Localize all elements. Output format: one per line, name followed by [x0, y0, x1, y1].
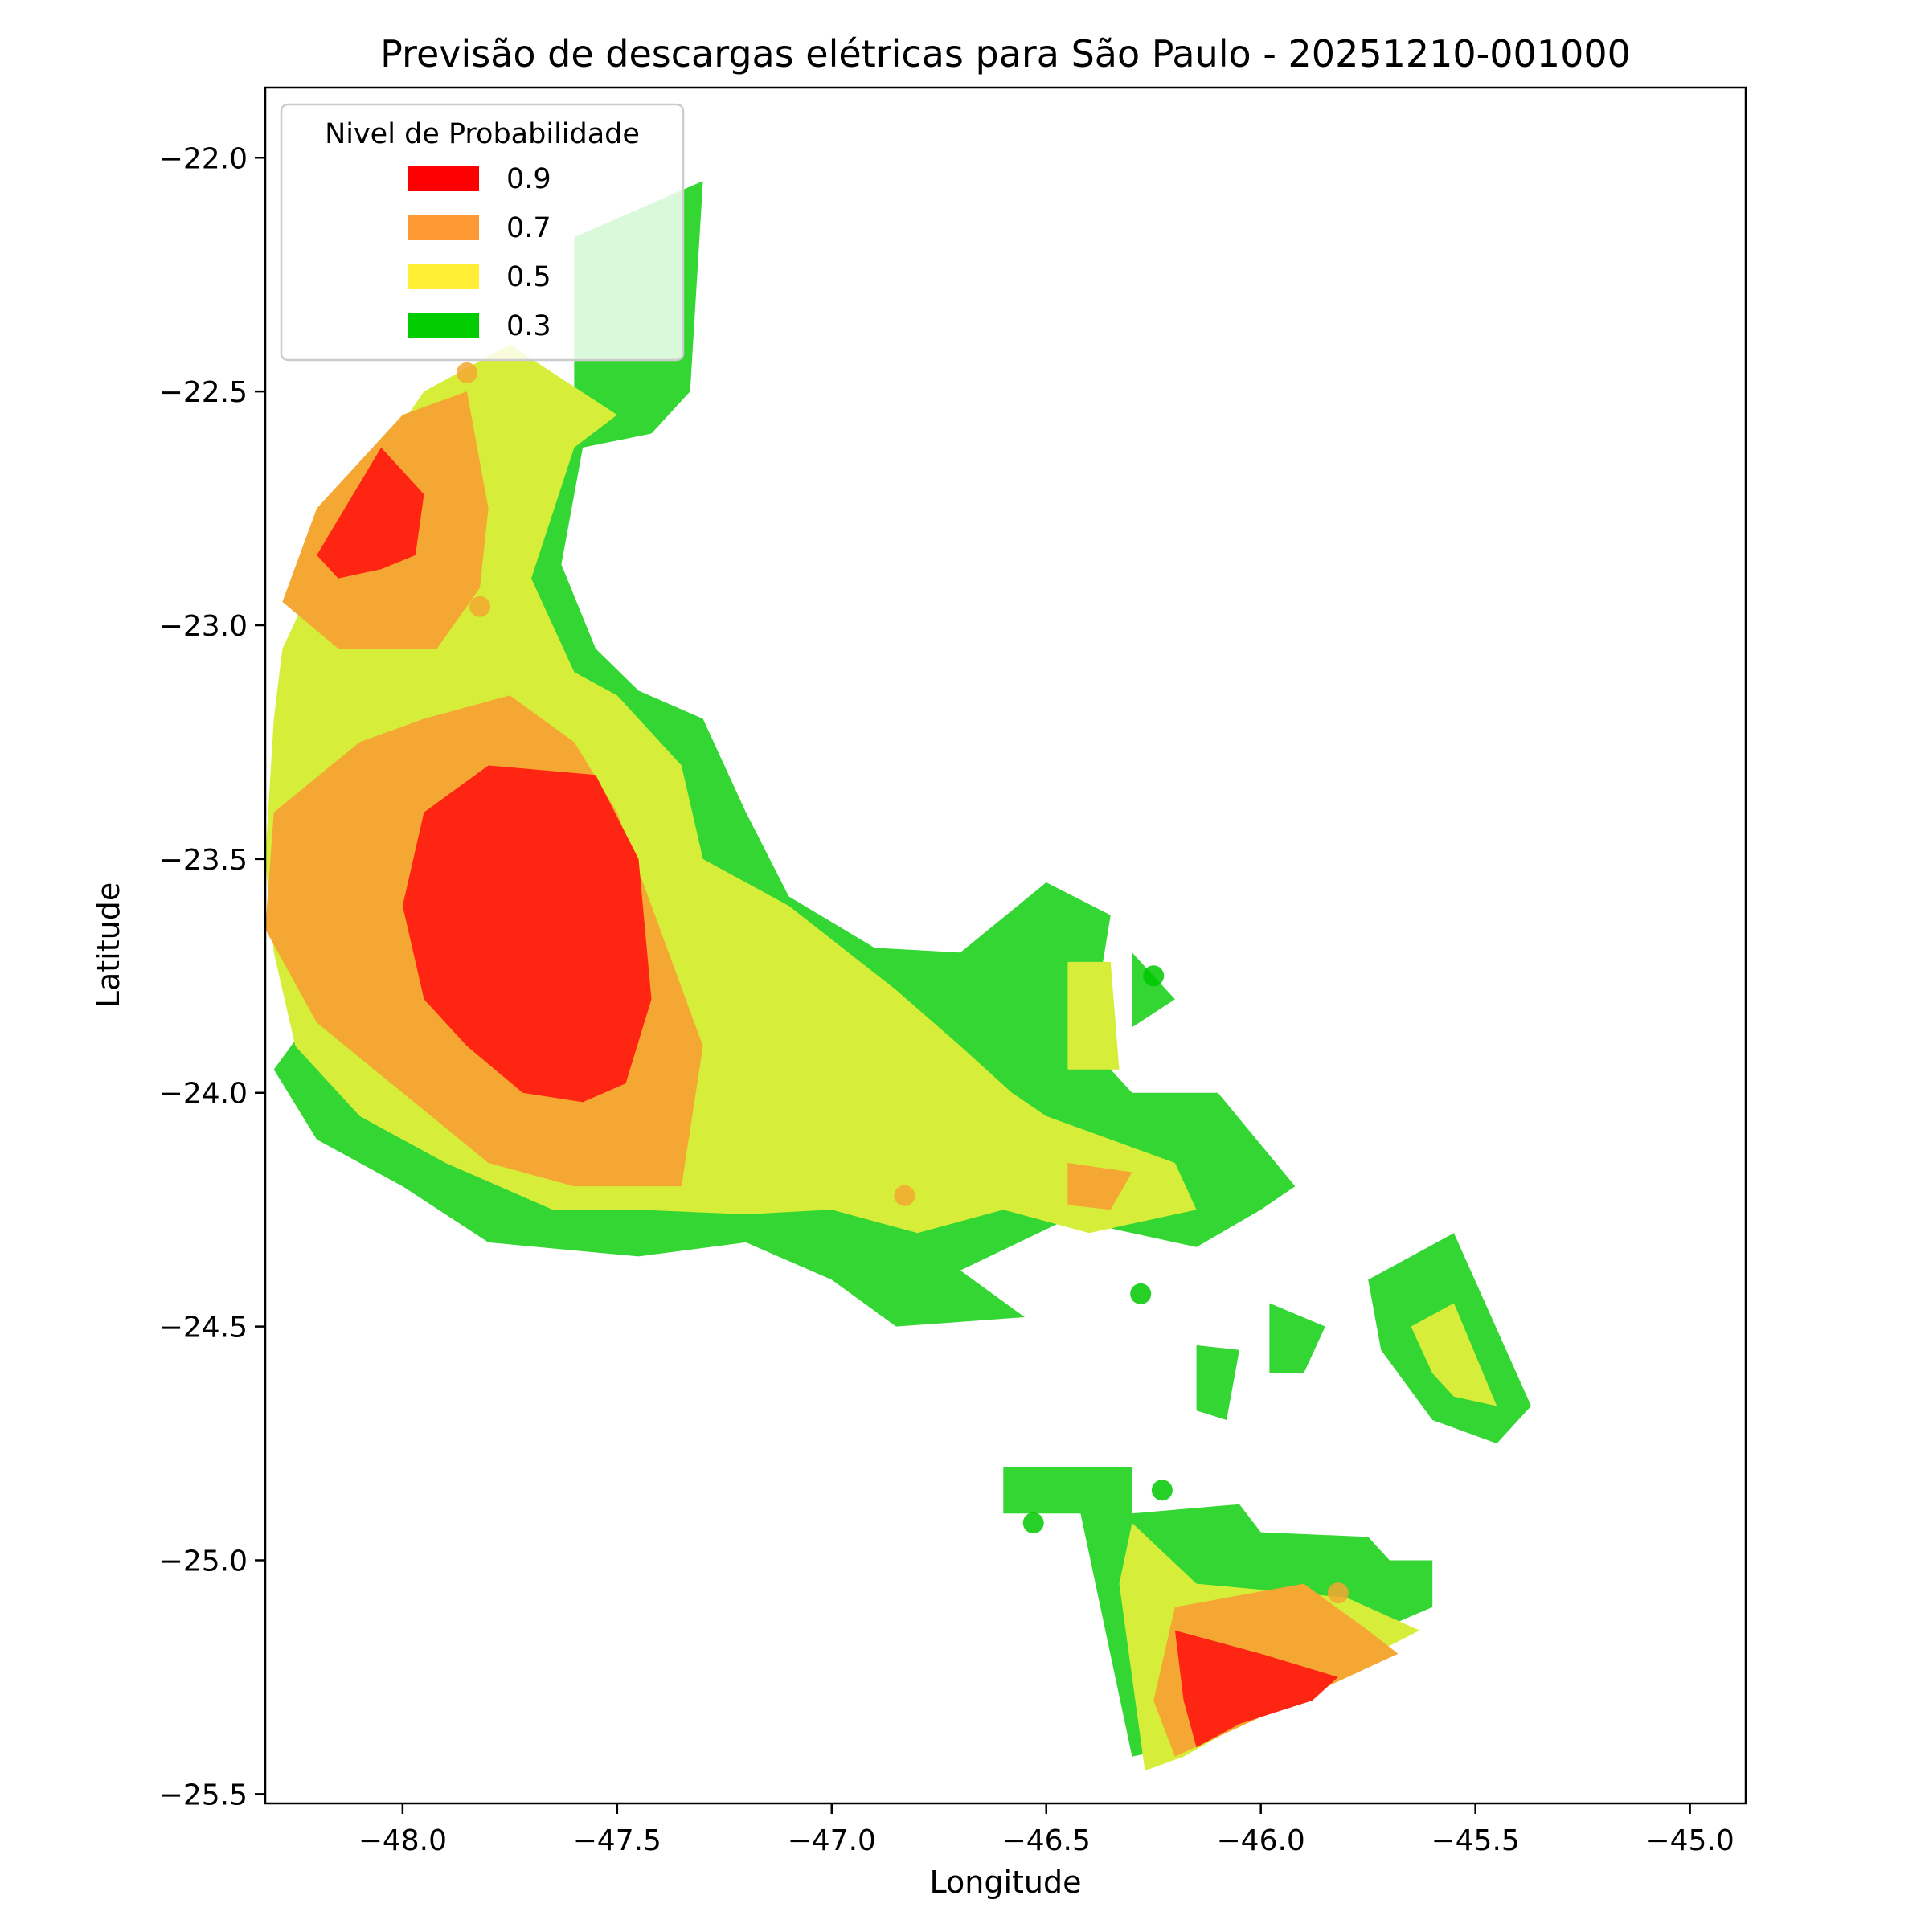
- legend-title: Nivel de Probabilidade: [325, 118, 640, 150]
- contour-region-0.9-0: [317, 447, 424, 579]
- contour-region-0.9-1: [402, 765, 652, 1103]
- y-tick-label-6: −25.0: [159, 1545, 248, 1578]
- x-tick-label-0: −48.0: [358, 1824, 447, 1857]
- legend-label-1: 0.7: [506, 212, 551, 244]
- station-marker-1: [469, 596, 490, 617]
- y-tick-label-4: −24.0: [159, 1078, 248, 1111]
- contour-region-0.9-2: [1174, 1630, 1338, 1748]
- x-tick-label-5: −45.5: [1431, 1824, 1519, 1857]
- legend-label-3: 0.3: [506, 310, 551, 342]
- contour-level-0.9: [317, 447, 1338, 1748]
- contour-region-0.3-1: [994, 961, 1068, 1116]
- legend: Nivel de Probabilidade 0.9 0.7 0.5 0.3: [280, 103, 685, 362]
- y-tick-label-1: −22.5: [159, 376, 248, 409]
- station-marker-5: [1151, 1480, 1173, 1501]
- station-marker-3: [1143, 965, 1165, 987]
- station-marker-0: [456, 362, 477, 383]
- x-tick-label-3: −46.5: [1002, 1824, 1091, 1857]
- y-tick-label-5: −24.5: [159, 1312, 248, 1345]
- x-tick-label-1: −47.5: [573, 1824, 661, 1857]
- legend-label-0: 0.9: [506, 163, 551, 195]
- legend-swatch-1: [408, 215, 479, 240]
- plot-area: [264, 86, 1747, 1805]
- x-tick-label-2: −47.0: [788, 1824, 876, 1857]
- legend-entries: 0.9 0.7 0.5 0.3: [408, 163, 551, 342]
- contour-region-0.3-4: [1269, 1303, 1325, 1373]
- x-axis-label: Longitude: [930, 1864, 1082, 1900]
- x-tick-label-6: −45.0: [1645, 1824, 1734, 1857]
- x-tick-label-4: −46.0: [1217, 1824, 1305, 1857]
- station-marker-8: [1190, 1648, 1211, 1669]
- station-marker-7: [1327, 1582, 1349, 1604]
- station-markers: [456, 362, 1349, 1669]
- legend-swatch-3: [408, 313, 479, 338]
- x-axis: −48.0 −47.5 −47.0 −46.5 −46.0 −45.5 −45.0: [358, 1803, 1734, 1857]
- chart-title: Previsão de descargas elétricas para São…: [380, 32, 1631, 76]
- station-marker-6: [1022, 1512, 1044, 1533]
- contour-region-0.5-2: [1411, 1303, 1497, 1406]
- y-tick-label-7: −25.5: [159, 1779, 248, 1811]
- legend-swatch-0: [408, 166, 479, 191]
- contour-region-0.5-1: [1067, 961, 1120, 1070]
- legend-swatch-2: [408, 264, 479, 289]
- legend-box: [280, 103, 685, 362]
- contour-region-0.7-2: [1067, 1163, 1132, 1210]
- y-tick-label-0: −22.0: [159, 142, 248, 175]
- y-tick-label-3: −23.5: [159, 844, 248, 877]
- y-tick-label-2: −23.0: [159, 610, 248, 643]
- station-marker-2: [894, 1185, 915, 1206]
- contour-region-0.3-5: [1196, 1345, 1239, 1420]
- y-axis: −22.0 −22.5 −23.0 −23.5 −24.0 −24.5 −25.0 −25.5: [159, 142, 265, 1811]
- contour-region-0.3-2: [1132, 952, 1175, 1028]
- plot-frame: [264, 86, 1747, 1805]
- station-marker-4: [1130, 1283, 1152, 1304]
- legend-label-2: 0.5: [506, 261, 551, 293]
- contour-layers: [265, 181, 1531, 1771]
- y-axis-label: Latitude: [91, 882, 126, 1008]
